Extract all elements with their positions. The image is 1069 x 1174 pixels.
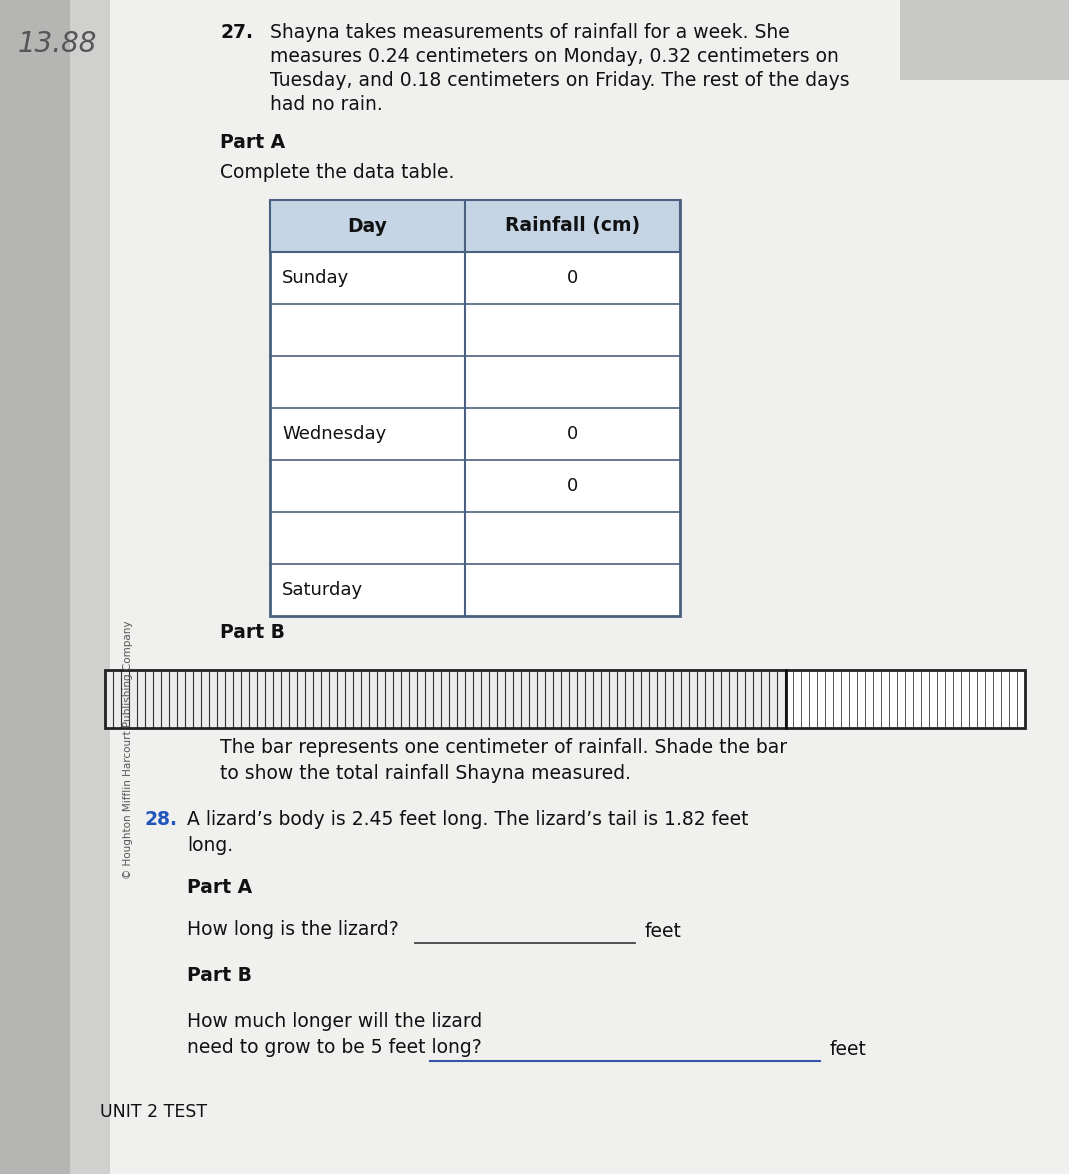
Bar [0, 0, 90, 1174]
Text: Wednesday: Wednesday [282, 425, 386, 443]
Text: 28.: 28. [145, 810, 179, 829]
Bar [105, 670, 1025, 728]
Text: © Houghton Mifflin Harcourt Publishing Company: © Houghton Mifflin Harcourt Publishing C… [123, 621, 133, 879]
Text: Part A: Part A [220, 133, 285, 151]
Text: 0: 0 [567, 269, 578, 286]
Bar [270, 200, 680, 616]
Bar [900, 0, 1069, 80]
Text: feet: feet [830, 1040, 867, 1059]
Text: Complete the data table.: Complete the data table. [220, 163, 454, 182]
Text: long.: long. [187, 836, 233, 855]
Text: Day: Day [347, 216, 387, 236]
Text: measures 0.24 centimeters on Monday, 0.32 centimeters on: measures 0.24 centimeters on Monday, 0.3… [270, 47, 839, 66]
Text: How long is the lizard?: How long is the lizard? [187, 920, 399, 939]
Bar [105, 670, 786, 728]
Text: Part B: Part B [220, 623, 285, 642]
Text: 0: 0 [567, 425, 578, 443]
Text: How much longer will the lizard: How much longer will the lizard [187, 1012, 482, 1031]
Text: The bar represents one centimeter of rainfall. Shade the bar: The bar represents one centimeter of rai… [220, 738, 787, 757]
Text: Part B: Part B [187, 966, 252, 985]
Text: 27.: 27. [220, 23, 253, 42]
Text: Part A: Part A [187, 878, 252, 897]
Text: A lizard’s body is 2.45 feet long. The lizard’s tail is 1.82 feet: A lizard’s body is 2.45 feet long. The l… [187, 810, 748, 829]
Text: Tuesday, and 0.18 centimeters on Friday. The rest of the days: Tuesday, and 0.18 centimeters on Friday.… [270, 70, 850, 90]
Text: had no rain.: had no rain. [270, 95, 383, 114]
Text: Saturday: Saturday [282, 581, 363, 599]
Text: need to grow to be 5 feet long?: need to grow to be 5 feet long? [187, 1038, 482, 1057]
Text: Rainfall (cm): Rainfall (cm) [505, 216, 640, 236]
Text: feet: feet [645, 922, 682, 942]
Bar [105, 670, 1025, 728]
Bar [270, 200, 680, 252]
Text: to show the total rainfall Shayna measured.: to show the total rainfall Shayna measur… [220, 764, 631, 783]
Text: 13.88: 13.88 [18, 31, 97, 58]
Text: UNIT 2 TEST: UNIT 2 TEST [100, 1104, 207, 1121]
Bar [69, 0, 110, 1174]
Text: Shayna takes measurements of rainfall for a week. She: Shayna takes measurements of rainfall fo… [270, 23, 790, 42]
Text: Sunday: Sunday [282, 269, 350, 286]
Text: 0: 0 [567, 477, 578, 495]
